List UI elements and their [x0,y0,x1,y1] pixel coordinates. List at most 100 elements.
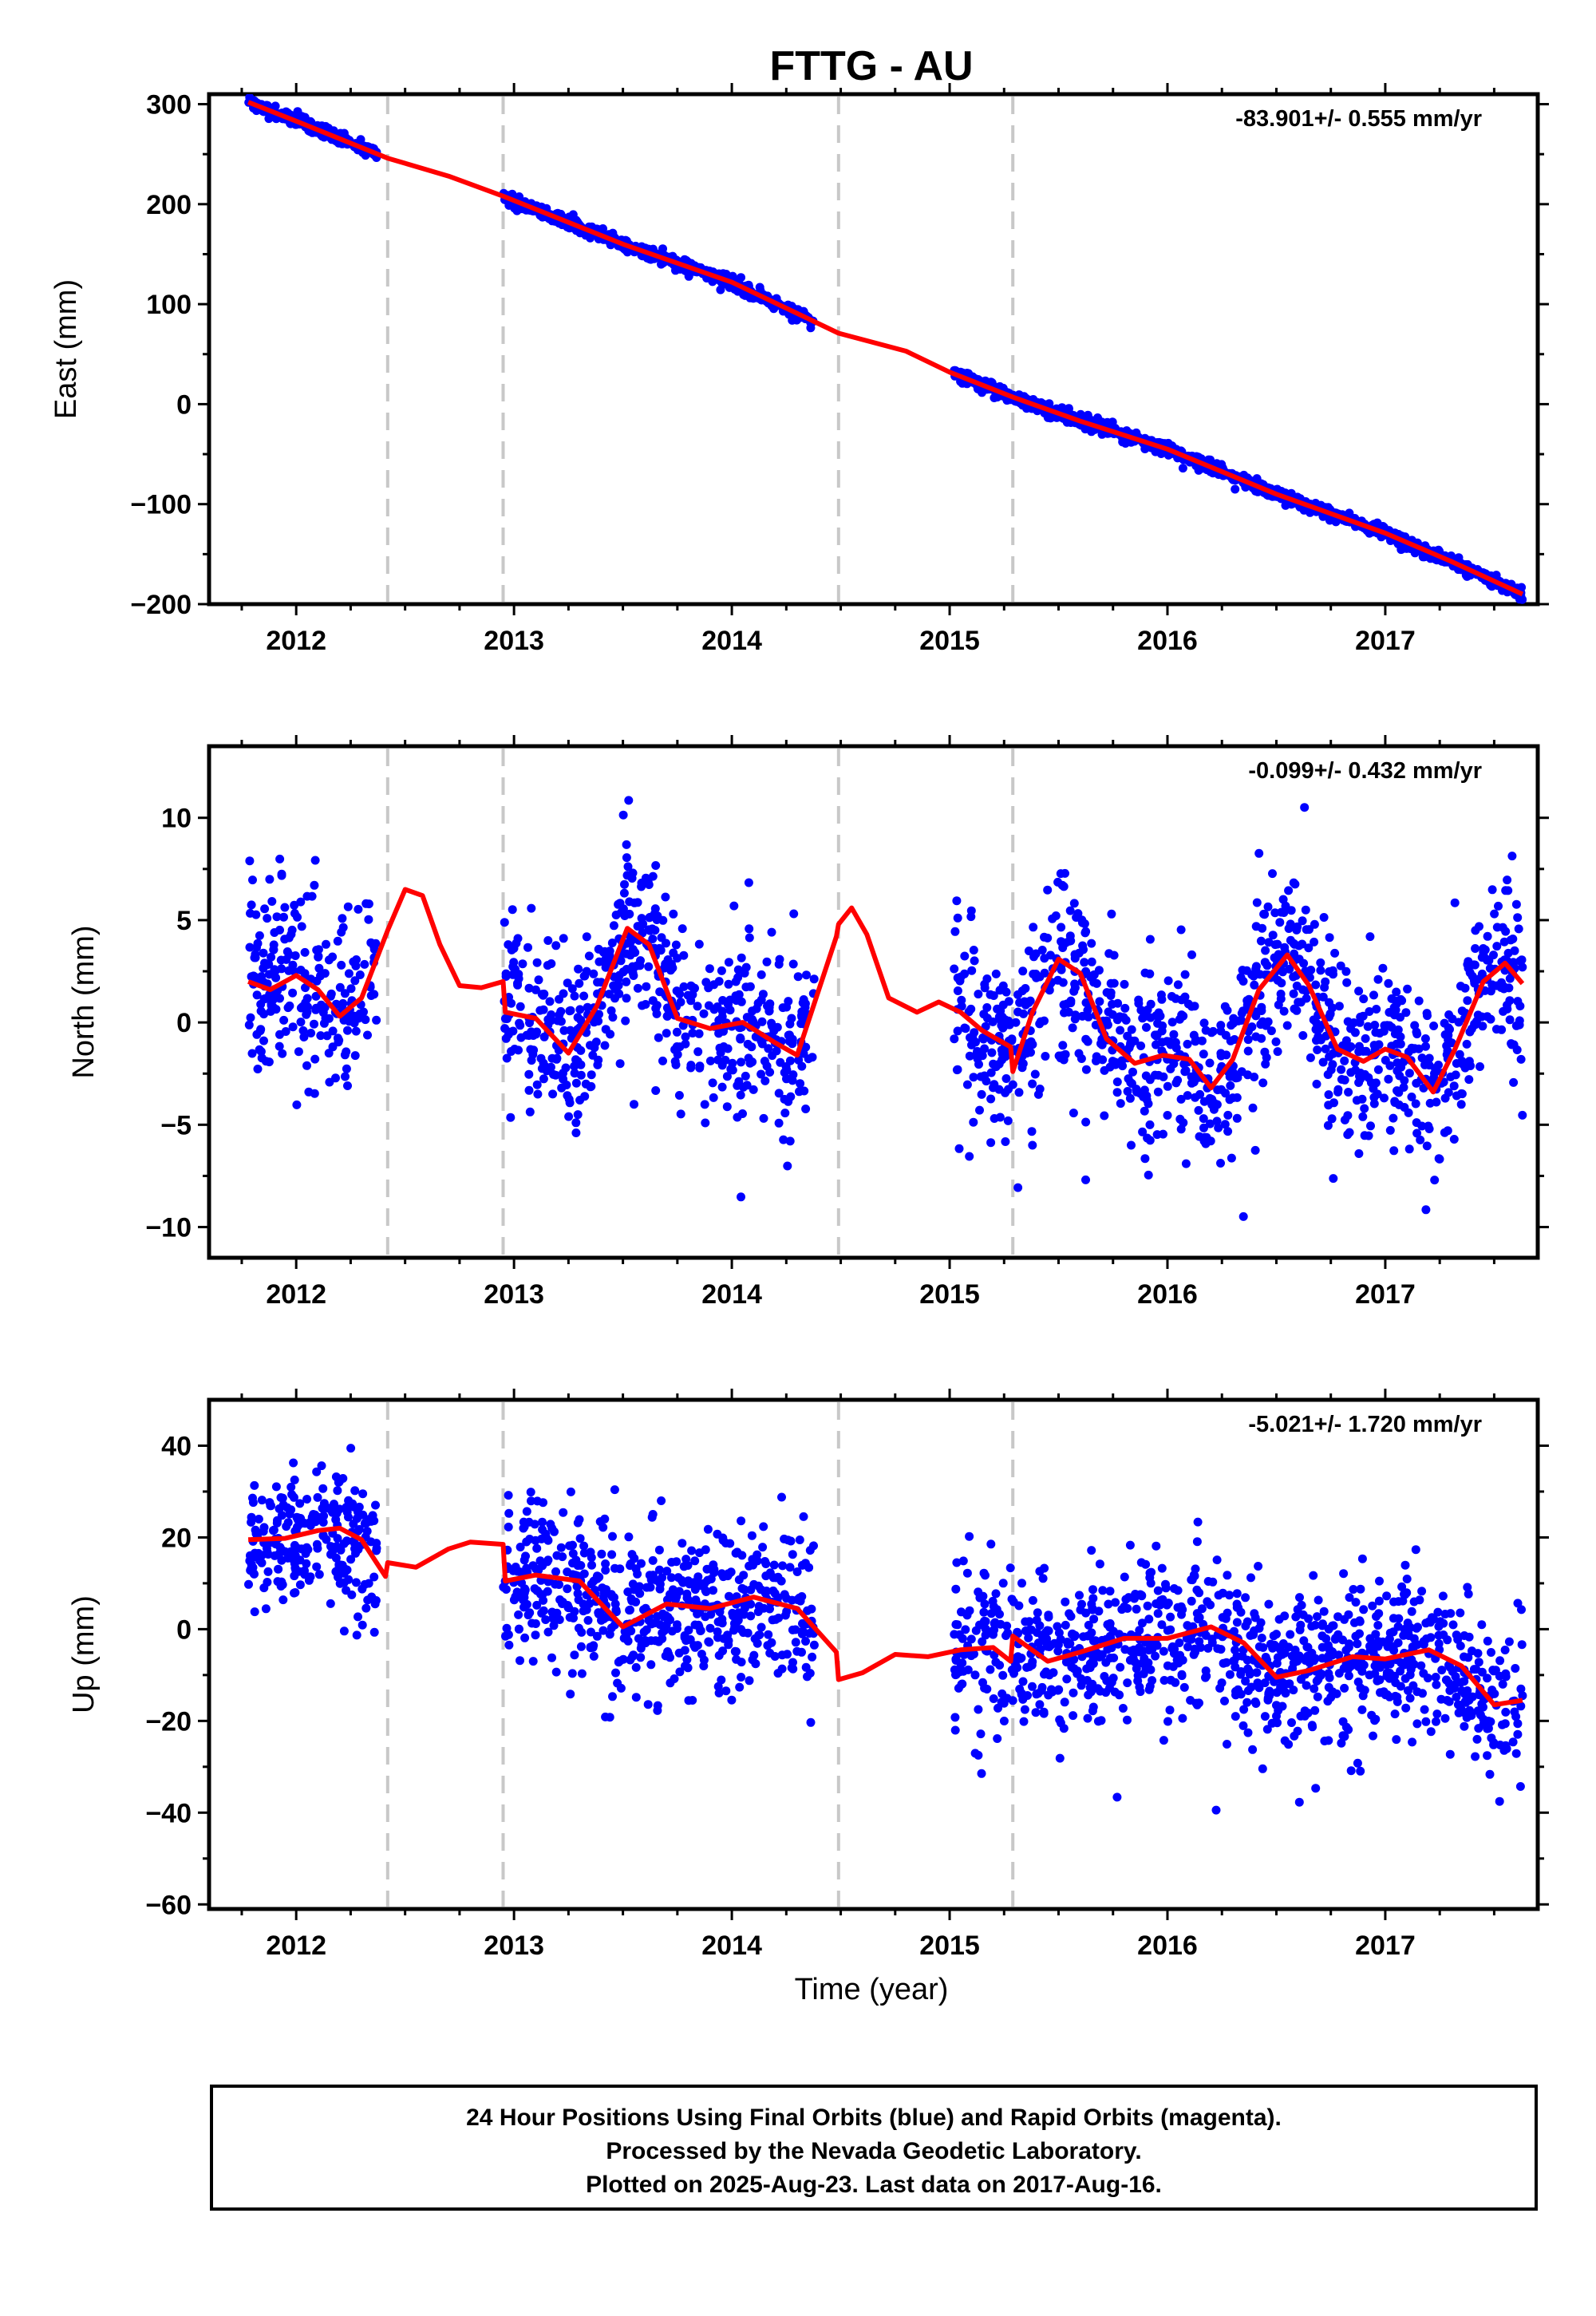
y-axis-label: East (mm) [49,279,83,419]
data-point [1060,1008,1069,1018]
data-point [1518,962,1527,972]
data-point [1242,966,1251,975]
data-point [1017,1579,1026,1588]
data-point [1167,1018,1177,1027]
data-point [982,974,992,983]
data-point [275,854,285,864]
data-point [548,1089,558,1099]
data-point [668,963,678,973]
data-point [657,1496,666,1505]
data-point [1487,980,1497,990]
data-point [1311,980,1321,990]
data-point [969,1117,978,1127]
data-point [636,956,645,966]
data-point [559,1026,569,1035]
data-point [1291,1612,1301,1622]
data-point [675,1667,685,1677]
data-point [571,1078,581,1088]
data-point [1199,1114,1208,1124]
data-point [1411,1545,1420,1555]
data-point [1019,1717,1029,1726]
data-point [1202,1671,1211,1681]
data-point [1517,955,1527,965]
data-point [565,1541,575,1551]
data-point [1280,943,1290,952]
data-point [601,962,610,972]
data-point [1400,1560,1410,1570]
data-point [1238,1211,1248,1221]
data-point [579,1569,589,1579]
data-point [622,994,631,1003]
data-point [266,1006,275,1016]
data-point [768,1051,777,1061]
y-tick-label: 5 [176,906,192,936]
data-point [713,1627,722,1637]
data-point [637,914,646,923]
data-point [1248,1103,1258,1113]
data-point [1286,919,1295,929]
data-point [347,1590,357,1599]
data-point [524,983,534,993]
data-point [1156,990,1166,1000]
data-point [726,1567,736,1577]
data-point [502,1014,512,1023]
data-point [320,969,330,978]
data-point [652,1009,662,1018]
data-point [1257,1634,1266,1642]
data-point [768,1586,778,1595]
data-point [253,1065,263,1073]
data-point [245,943,255,952]
data-point [1220,1120,1230,1129]
data-point [708,1078,717,1088]
data-point [1487,885,1497,895]
data-point [290,1588,298,1598]
data-point [263,914,272,923]
data-point [1108,999,1117,1009]
data-point [657,259,666,269]
data-point [318,1531,328,1540]
data-point [1043,413,1053,422]
data-point [1341,966,1351,976]
data-point [679,1562,689,1571]
data-point [1142,1022,1151,1032]
data-point [1143,1601,1152,1611]
data-point [681,1039,690,1049]
data-point [1058,1041,1068,1050]
data-point [566,1487,575,1496]
data-point [1373,1621,1383,1630]
data-point [248,875,257,885]
data-point [765,1068,775,1077]
data-point [1426,554,1436,563]
data-point [724,979,733,989]
data-point [960,1023,970,1033]
data-point [1117,1605,1127,1614]
data-point [1028,1682,1037,1691]
data-point [671,940,681,950]
data-point [297,922,306,931]
data-point [566,1026,575,1035]
data-point [252,990,262,1000]
data-point [251,910,261,919]
data-point [745,924,754,934]
data-point [658,244,667,254]
data-point [695,1061,705,1071]
data-point [1419,1637,1428,1646]
data-point [1371,1028,1381,1037]
data-point [1242,1697,1252,1707]
data-point [1490,909,1499,919]
data-point [622,977,631,986]
data-point [1227,1153,1236,1163]
data-point [1028,1079,1037,1089]
data-point [1123,1087,1132,1096]
data-point [998,1579,1008,1588]
data-point [758,1543,768,1552]
data-point [1057,1051,1067,1061]
data-point [1145,1120,1155,1129]
data-point [1021,1000,1030,1010]
data-point [531,1535,540,1545]
data-point [650,909,659,919]
data-point [298,1026,308,1035]
data-point [716,1048,725,1057]
data-point [1349,1018,1358,1027]
data-point [592,1631,602,1641]
